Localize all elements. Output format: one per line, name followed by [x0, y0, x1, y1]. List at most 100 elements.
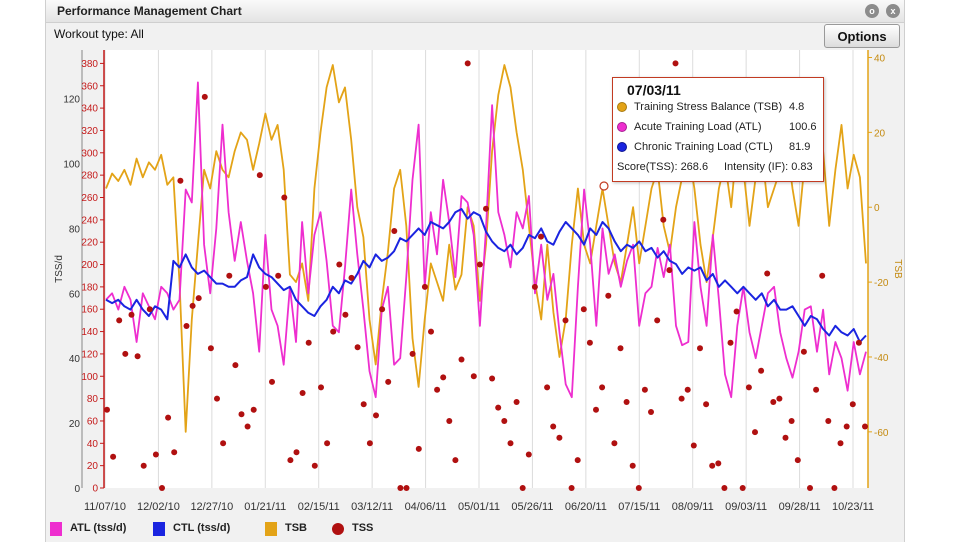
tss-dot-icon [332, 523, 344, 535]
tss-point [727, 339, 734, 346]
tooltip: 07/03/11 Training Stress Balance (TSB) 4… [612, 77, 824, 182]
tss-point [819, 272, 826, 279]
tss-point [177, 177, 184, 184]
tss-point [605, 292, 612, 299]
tss-point [782, 434, 789, 441]
tss-point [428, 328, 434, 335]
tss-point [299, 390, 306, 396]
tss-point [599, 384, 606, 391]
legend-label-tss: TSS [352, 522, 374, 534]
tss-point [770, 399, 777, 405]
tss-point [831, 485, 838, 491]
tss-point [305, 339, 312, 346]
tss-point [275, 272, 282, 279]
tss-point [690, 442, 697, 449]
tss-point [556, 434, 563, 441]
tss-point [403, 485, 410, 491]
tooltip-row-ctl: Chronic Training Load (CTL) 81.9 [617, 140, 817, 156]
legend-label-ctl: CTL (tss/d) [173, 522, 231, 534]
tss-point [849, 401, 856, 408]
y-right-tick-label: 0 [874, 203, 880, 214]
tss-point [800, 348, 807, 355]
x-tick-label: 06/20/11 [565, 501, 607, 513]
ctl-dot-icon [617, 142, 627, 152]
tss-point [586, 339, 593, 346]
x-tick-label: 12/27/10 [190, 501, 233, 513]
tss-point [262, 283, 269, 290]
tss-point [611, 440, 618, 447]
y-tss-tick-label: 360 [81, 81, 98, 92]
tss-point [666, 267, 673, 274]
tss-point [593, 406, 599, 413]
tss-point [752, 429, 758, 436]
y-right-tick-label: 40 [874, 53, 886, 64]
tss-point [434, 386, 441, 393]
tss-point [287, 457, 294, 464]
tss-point [189, 302, 196, 309]
x-tick-label: 07/15/11 [618, 501, 660, 513]
tss-point [715, 460, 722, 467]
tss-point [452, 457, 459, 464]
tss-point [862, 423, 868, 430]
x-tick-label: 09/03/11 [725, 501, 767, 513]
tss-point [128, 311, 135, 318]
tss-point [226, 272, 233, 279]
tss-point [440, 374, 447, 381]
x-tick-label: 08/09/11 [672, 501, 714, 513]
tss-point [745, 384, 752, 391]
tss-point [391, 228, 398, 234]
tss-point [764, 270, 771, 277]
tss-point [654, 317, 661, 324]
y-left-tick-label: 80 [69, 224, 81, 235]
tooltip-row-atl: Acute Training Load (ATL) 100.6 [617, 120, 817, 136]
tss-point [623, 399, 630, 405]
tss-point [580, 306, 587, 313]
tooltip-intensity: Intensity (IF): 0.83 [724, 161, 813, 173]
y-tss-tick-label: 180 [81, 282, 98, 293]
tss-point [379, 306, 386, 313]
tss-point [568, 485, 575, 491]
x-tick-label: 02/15/11 [298, 501, 340, 513]
y-tss-tick-label: 280 [81, 171, 98, 182]
y-tss-tick-label: 380 [81, 59, 98, 70]
tooltip-tsb-label: Training Stress Balance (TSB) [634, 101, 783, 113]
tss-point [238, 411, 245, 418]
workout-type-label[interactable]: Workout type: All [54, 27, 144, 41]
tss-point [146, 306, 153, 313]
tss-point [256, 172, 263, 179]
tss-point [464, 60, 471, 67]
settings-icon[interactable]: o [865, 4, 879, 18]
tss-point [641, 386, 648, 393]
y-tss-tick-label: 20 [87, 461, 99, 472]
y-tss-tick-label: 100 [81, 372, 98, 383]
tss-point [324, 440, 331, 447]
tss-point [550, 423, 557, 430]
tss-point [501, 418, 508, 424]
y-tss-tick-label: 120 [81, 349, 98, 360]
tss-point [538, 233, 544, 240]
close-icon[interactable]: x [886, 4, 900, 18]
tss-point [788, 418, 795, 424]
options-button[interactable]: Options [824, 24, 900, 48]
y-left-tick-label: 40 [69, 354, 81, 365]
tss-point [318, 384, 324, 391]
tss-point [635, 485, 642, 491]
y-tss-tick-label: 260 [81, 193, 98, 204]
tss-point [776, 395, 783, 402]
tss-point [574, 457, 581, 464]
ctl-swatch-icon [153, 522, 165, 536]
x-tick-label: 05/26/11 [511, 501, 553, 513]
y-tss-tick-label: 240 [81, 215, 98, 226]
tooltip-row-tsb: Training Stress Balance (TSB) 4.8 [617, 100, 817, 116]
tss-point [843, 423, 850, 430]
tss-point [531, 283, 538, 290]
tss-point [311, 462, 318, 469]
y-right-tick-label: -60 [874, 428, 889, 439]
y-tss-tick-label: 60 [87, 416, 99, 427]
series-line-atl [105, 81, 867, 399]
tss-point [104, 406, 110, 413]
tss-point [201, 93, 208, 100]
x-tick-label: 05/01/11 [458, 501, 500, 513]
tss-point [544, 384, 551, 391]
y-right-tick-label: -20 [874, 278, 889, 289]
